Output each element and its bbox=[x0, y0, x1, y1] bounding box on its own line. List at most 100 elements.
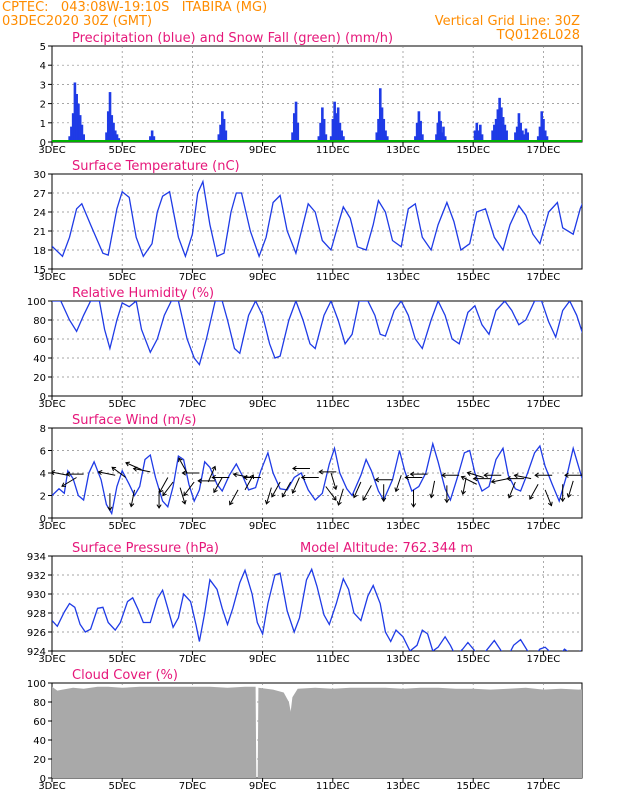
precip-bar bbox=[105, 132, 108, 142]
x-tick-label: 15DEC bbox=[456, 272, 490, 283]
x-tick-label: 7DEC bbox=[179, 781, 206, 792]
panel-5: 924 926 928 930 932 934 3DEC 5DEC 7DEC 9DEC 11DEC 1… bbox=[27, 541, 583, 665]
panel-title: Surface Pressure (hPa) bbox=[72, 541, 219, 556]
precip-bar bbox=[331, 118, 335, 142]
wind-arrow bbox=[129, 489, 135, 508]
wind-arrow bbox=[507, 481, 516, 499]
x-tick-label: 17DEC bbox=[527, 521, 561, 532]
y-tick-label: 21 bbox=[33, 227, 46, 238]
precip-bar bbox=[491, 130, 494, 142]
wind-arrow bbox=[229, 489, 239, 506]
plot-area bbox=[52, 441, 582, 516]
wind-arrow bbox=[178, 457, 188, 474]
y-tick-label: 80 bbox=[33, 698, 46, 709]
precip-bar bbox=[421, 134, 424, 142]
wind-arrow bbox=[544, 489, 553, 507]
x-tick-label: 17DEC bbox=[527, 399, 561, 410]
x-tick-label: 17DEC bbox=[527, 654, 561, 665]
x-tick-label: 11DEC bbox=[316, 399, 350, 410]
x-tick-label: 9DEC bbox=[249, 399, 276, 410]
y-tick-label: 928 bbox=[27, 609, 46, 620]
wind-arrow bbox=[560, 484, 566, 503]
precip-bar bbox=[70, 126, 73, 142]
x-tick-label: 13DEC bbox=[386, 521, 420, 532]
precip-bar bbox=[437, 111, 441, 142]
y-tick-label: 6 bbox=[40, 447, 46, 458]
precip-bar bbox=[73, 82, 77, 142]
precip-bar bbox=[217, 134, 221, 142]
y-tick-label: 4 bbox=[40, 61, 46, 72]
wind-arrow bbox=[292, 465, 310, 472]
wind-arrow bbox=[197, 478, 216, 484]
forecast-date: 03DEC2020 30Z (GMT) bbox=[2, 14, 153, 29]
panel-annotation: Model Altitude: 762.344 m bbox=[300, 541, 473, 556]
y-tick-label: 18 bbox=[33, 246, 46, 257]
precip-bar bbox=[435, 134, 438, 142]
y-tick-label: 2 bbox=[40, 492, 46, 503]
x-tick-label: 11DEC bbox=[316, 272, 350, 283]
precip-bar bbox=[419, 120, 422, 142]
precip-bar bbox=[496, 109, 500, 142]
precip-bar bbox=[522, 134, 526, 142]
precip-bar bbox=[417, 111, 421, 142]
precip-bar bbox=[498, 97, 501, 142]
wind-arrow bbox=[318, 469, 337, 475]
precip-bar bbox=[68, 136, 71, 142]
x-tick-label: 9DEC bbox=[249, 145, 276, 156]
series-line bbox=[52, 179, 582, 259]
precip-bar bbox=[517, 113, 521, 142]
x-tick-label: 13DEC bbox=[386, 272, 420, 283]
x-tick-label: 5DEC bbox=[109, 521, 136, 532]
y-tick-label: 8 bbox=[40, 424, 46, 435]
precip-bar bbox=[519, 122, 522, 142]
x-tick-label: 3DEC bbox=[38, 145, 65, 156]
precip-bar bbox=[108, 92, 112, 142]
wind-arrow bbox=[404, 474, 423, 481]
series-line bbox=[52, 441, 582, 516]
series-line bbox=[52, 567, 582, 651]
plot-area bbox=[52, 686, 582, 778]
precip-bar bbox=[333, 101, 336, 142]
precip-bar bbox=[292, 113, 296, 142]
x-tick-label: 9DEC bbox=[249, 272, 276, 283]
x-tick-label: 15DEC bbox=[456, 399, 490, 410]
wind-arrow bbox=[61, 477, 77, 487]
x-tick-label: 7DEC bbox=[179, 145, 206, 156]
y-tick-label: 4 bbox=[40, 469, 46, 480]
y-tick-label: 40 bbox=[33, 736, 46, 747]
precip-bar bbox=[494, 118, 498, 142]
model-code: TQ0126L028 bbox=[496, 28, 580, 43]
panel-1: 0 1 2 3 4 5 3DEC 5DEC 7DEC 9DEC 11DEC 13DEC 15DEC 17D… bbox=[38, 31, 583, 156]
precip-bar bbox=[514, 132, 517, 142]
panel-2: 15 18 21 24 27 30 3DEC 5DEC 7DEC 9DEC 11DEC 13DEC 15… bbox=[33, 159, 583, 283]
precip-bar bbox=[113, 130, 117, 142]
wind-arrow bbox=[429, 480, 436, 499]
x-tick-label: 5DEC bbox=[109, 781, 136, 792]
y-tick-label: 60 bbox=[33, 335, 46, 346]
x-tick-label: 7DEC bbox=[179, 654, 206, 665]
wind-arrow bbox=[111, 466, 127, 478]
precip-bar bbox=[71, 113, 75, 142]
plot-area bbox=[52, 567, 582, 651]
precip-bar bbox=[75, 94, 78, 142]
precip-bar bbox=[321, 107, 324, 142]
precip-bar bbox=[475, 122, 479, 142]
precip-bar bbox=[526, 132, 529, 142]
x-tick-label: 17DEC bbox=[527, 781, 561, 792]
precip-bar bbox=[338, 122, 342, 142]
x-tick-label: 9DEC bbox=[249, 521, 276, 532]
wind-arrow bbox=[242, 474, 261, 481]
precip-bar bbox=[442, 126, 445, 142]
panel-3: 0 20 40 60 80 100 3DEC 5DEC 7DEC 9DEC 11DEC 13DEC 15… bbox=[27, 286, 583, 410]
wind-arrow bbox=[410, 489, 417, 508]
wind-arrow bbox=[529, 484, 539, 500]
precip-bar bbox=[378, 88, 382, 142]
wind-arrow bbox=[325, 486, 337, 501]
x-tick-label: 11DEC bbox=[316, 781, 350, 792]
precip-bar bbox=[521, 130, 524, 142]
wind-arrow bbox=[330, 472, 338, 491]
plot-area bbox=[52, 301, 582, 367]
wind-arrow bbox=[181, 470, 200, 476]
y-tick-label: 934 bbox=[27, 552, 46, 563]
